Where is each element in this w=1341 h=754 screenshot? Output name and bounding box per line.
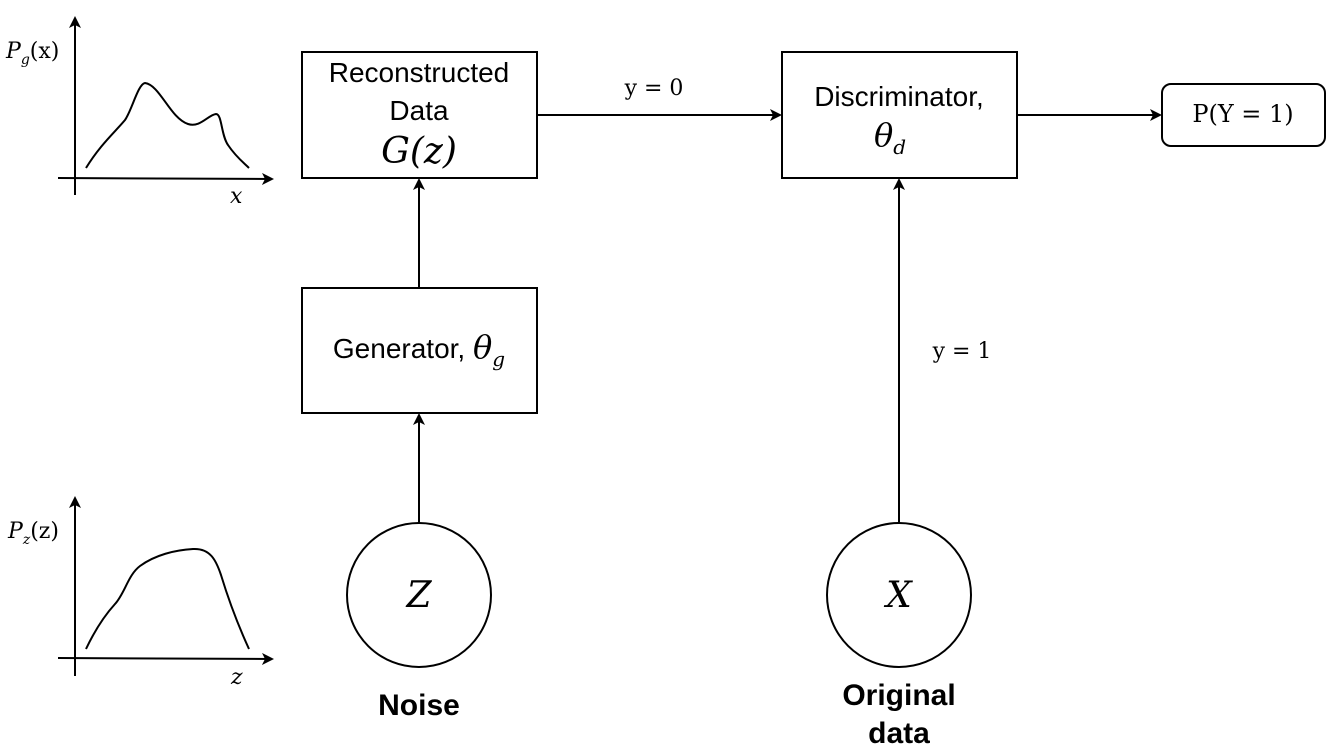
noise-symbol: Z xyxy=(405,575,432,616)
top-plot-curve xyxy=(85,81,250,169)
top-plot-x-axis xyxy=(57,172,274,185)
top-plot-x-label: x xyxy=(230,184,243,209)
real-label: y = 1 xyxy=(932,339,992,364)
top-plot-y-label: Pg(x) xyxy=(5,39,59,68)
original-symbol: X xyxy=(883,575,913,616)
reconstructed-line1: Reconstructed xyxy=(329,57,510,88)
generator-label: Generator, θg xyxy=(333,328,505,371)
reconstructed-data-box: Reconstructed Data G(z) xyxy=(301,51,538,179)
discriminator-label: Discriminator, xyxy=(814,81,984,112)
noise-distribution-plot: Pz(z) z xyxy=(7,496,274,690)
bottom-plot-y-label: Pz(z) xyxy=(7,519,59,548)
noise-node: Z xyxy=(346,522,492,668)
discriminator-box: Discriminator, θd xyxy=(781,51,1018,179)
reconstructed-line2: Data xyxy=(389,95,449,126)
reconstructed-math: G(z) xyxy=(381,131,457,172)
bottom-plot-x-axis xyxy=(57,652,274,665)
original-data-node: X xyxy=(826,522,972,668)
generator-box: Generator, θg xyxy=(301,287,538,414)
discriminator-theta: θd xyxy=(874,116,906,159)
original-caption-line1: Original xyxy=(842,679,955,712)
output-probability-text: P(Y = 1) xyxy=(1192,100,1293,128)
generated-distribution-plot: Pg(x) x xyxy=(5,16,274,209)
noise-caption: Noise xyxy=(378,689,460,722)
fake-label: y = 0 xyxy=(624,76,684,101)
bottom-plot-x-label: z xyxy=(230,665,243,690)
bottom-plot-curve xyxy=(85,547,250,650)
original-caption-line2: data xyxy=(868,717,930,750)
output-probability-box: P(Y = 1) xyxy=(1161,83,1326,147)
